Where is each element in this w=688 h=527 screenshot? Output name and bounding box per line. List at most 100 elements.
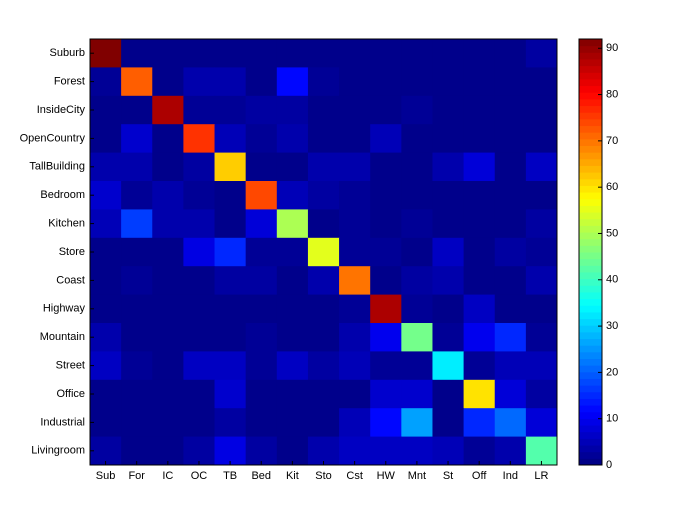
heatmap-cell [90, 408, 122, 438]
x-tick-label: For [128, 470, 145, 482]
colorbar-segment [579, 438, 602, 446]
heatmap-cell [401, 67, 433, 97]
heatmap-cell [152, 209, 184, 239]
heatmap-cell [214, 294, 247, 324]
colorbar-segment [579, 172, 602, 180]
heatmap-cell [214, 152, 247, 182]
x-tick-label: HW [377, 470, 396, 482]
heatmap-cell [432, 39, 465, 68]
x-tick-label: Ind [503, 470, 518, 482]
heatmap-cell [463, 436, 496, 466]
heatmap-cell [183, 124, 216, 154]
heatmap-cell [525, 95, 558, 125]
heatmap-cell [245, 323, 278, 352]
heatmap-cell [432, 266, 465, 296]
heatmap-cell [214, 209, 247, 239]
heatmap-cell [370, 181, 402, 210]
heatmap-cell [463, 379, 496, 409]
heatmap-cell [276, 95, 309, 125]
heatmap-cell [214, 351, 247, 381]
heatmap-cell [401, 351, 433, 381]
heatmap-cell [525, 436, 558, 466]
heatmap-cell [121, 209, 153, 239]
heatmap-cell [494, 124, 527, 154]
colorbar-segment [579, 52, 602, 60]
heatmap-cell [525, 39, 558, 68]
colorbar-segment [579, 225, 602, 233]
colorbar-segment [579, 145, 602, 153]
x-tick-label: Sto [315, 470, 332, 482]
heatmap-cell [307, 436, 340, 466]
heatmap-cell [90, 39, 122, 68]
heatmap-cell [183, 209, 216, 239]
heatmap-cell [214, 436, 247, 466]
x-tick-label: LR [534, 470, 548, 482]
heatmap-cell [152, 152, 184, 182]
colorbar-segment [579, 118, 602, 127]
heatmap-cell [432, 237, 465, 267]
heatmap-cell [463, 266, 496, 296]
heatmap-cell [370, 95, 402, 125]
heatmap-cell [214, 67, 247, 97]
heatmap-cell [339, 323, 371, 352]
colorbar-segment [579, 338, 602, 346]
heatmap-cell [183, 181, 216, 210]
heatmap-cell [152, 351, 184, 381]
y-tick-label: Bedroom [40, 189, 85, 201]
colorbar [579, 39, 602, 466]
heatmap-cell [307, 181, 340, 210]
heatmap-cell [494, 323, 527, 352]
colorbar-tick-label: 70 [606, 135, 618, 147]
heatmap-cell [90, 436, 122, 466]
colorbar-segment [579, 158, 602, 166]
colorbar-segment [579, 65, 602, 73]
colorbar-segment [579, 198, 602, 206]
heatmap-cell [463, 95, 496, 125]
heatmap-cell [494, 67, 527, 97]
heatmap-cell [525, 351, 558, 381]
colorbar-segment [579, 358, 602, 366]
colorbar-segment [579, 431, 602, 439]
heatmap-cell [245, 67, 278, 97]
heatmap-cell [525, 379, 558, 409]
heatmap-cell [307, 67, 340, 97]
heatmap-cell [276, 323, 309, 352]
colorbar-segment [579, 258, 602, 266]
colorbar-segment [579, 311, 602, 320]
heatmap-cell [307, 152, 340, 182]
heatmap-cell [370, 266, 402, 296]
heatmap-cell [90, 181, 122, 210]
heatmap-cell [245, 95, 278, 125]
colorbar-segment [579, 365, 602, 373]
heatmap-cell [245, 408, 278, 438]
heatmap-cell [90, 237, 122, 267]
y-tick-label: TallBuilding [29, 161, 85, 173]
heatmap-cell [494, 408, 527, 438]
heatmap-cell [370, 323, 402, 352]
colorbar-segment [579, 112, 602, 120]
heatmap-cell [121, 181, 153, 210]
colorbar-segment [579, 398, 602, 406]
heatmap-cell [463, 408, 496, 438]
colorbar-segment [579, 212, 602, 220]
heatmap-cell [339, 266, 371, 296]
heatmap-cell [152, 67, 184, 97]
colorbar-segment [579, 291, 602, 300]
colorbar-segment [579, 85, 602, 93]
colorbar-segment [579, 345, 602, 353]
heatmap-cell [494, 294, 527, 324]
heatmap-cell [401, 95, 433, 125]
heatmap-cell [370, 152, 402, 182]
y-tick-label: Mountain [40, 331, 85, 343]
heatmap-cell [152, 124, 184, 154]
heatmap-cell [183, 67, 216, 97]
colorbar-segment [579, 92, 602, 100]
colorbar-segment [579, 331, 602, 340]
colorbar-segment [579, 39, 602, 47]
heatmap-cell [494, 351, 527, 381]
colorbar-segment [579, 445, 602, 453]
y-tick-label: OpenCountry [20, 132, 86, 144]
heatmap-cell [339, 95, 371, 125]
heatmap-cell [214, 181, 247, 210]
heatmap-cell [525, 266, 558, 296]
